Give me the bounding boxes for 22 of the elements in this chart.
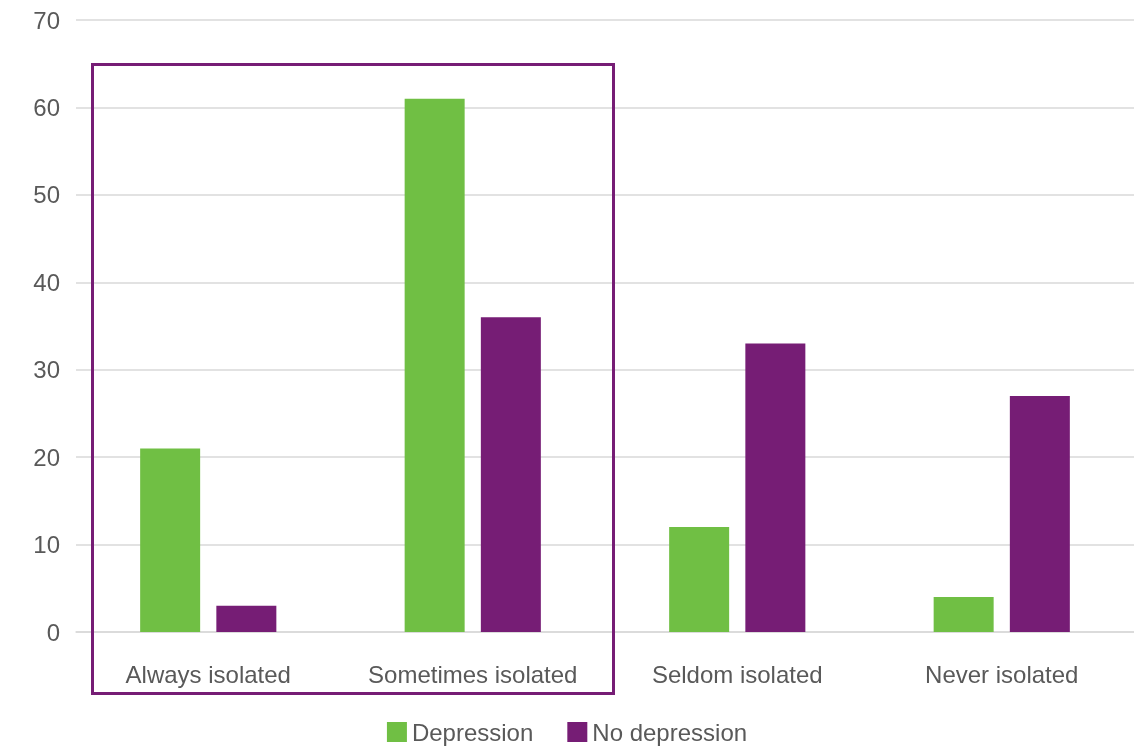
x-tick-label: Seldom isolated — [651, 660, 823, 688]
y-tick-label: 50 — [33, 181, 60, 209]
legend-label: No depression — [592, 718, 748, 746]
x-tick-label: Sometimes isolated — [368, 660, 578, 688]
y-tick-label: 10 — [33, 531, 60, 559]
bar — [404, 98, 465, 632]
y-tick-label: 20 — [33, 443, 60, 471]
y-tick-label: 40 — [33, 268, 60, 296]
x-tick-label: Always isolated — [125, 660, 291, 688]
bar — [216, 605, 277, 632]
legend-label: Depression — [411, 718, 534, 746]
y-tick-label: 70 — [33, 6, 60, 34]
bar — [1009, 395, 1070, 632]
bar — [669, 527, 730, 632]
y-tick-label: 30 — [33, 356, 60, 384]
y-tick-label: 0 — [46, 618, 60, 646]
bar — [745, 343, 806, 632]
bar — [140, 448, 201, 632]
bar — [480, 317, 541, 632]
x-tick-label: Never isolated — [925, 660, 1079, 688]
bar — [933, 597, 994, 632]
y-tick-label: 60 — [33, 93, 60, 121]
